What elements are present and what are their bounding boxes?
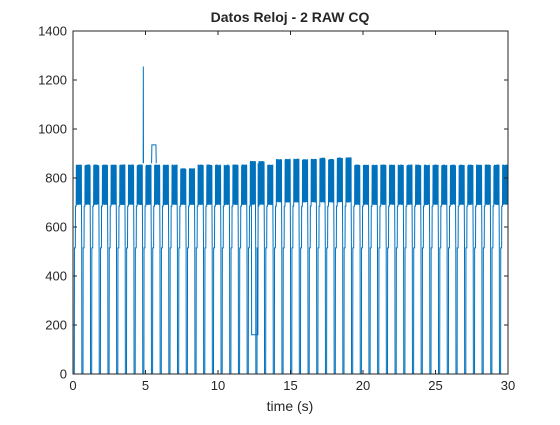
chart-title: Datos Reloj - 2 RAW CQ — [211, 9, 370, 25]
x-tick-label: 5 — [142, 378, 149, 393]
y-tick-label: 1400 — [38, 24, 67, 39]
series-line — [73, 66, 508, 374]
axes: 0 5 10 15 20 25 30 0 200 400 600 800 1000 1200 1400 — [38, 24, 515, 394]
x-tick-label: 25 — [428, 378, 442, 393]
x-tick-label: 0 — [69, 378, 76, 393]
y-tick-label: 200 — [45, 318, 67, 333]
y-tick-label: 600 — [45, 220, 67, 235]
x-tick-label: 20 — [356, 378, 370, 393]
y-tick-label: 1000 — [38, 122, 67, 137]
y-tick-label: 1200 — [38, 73, 67, 88]
x-tick-label: 30 — [501, 378, 515, 393]
y-tick-label: 400 — [45, 269, 67, 284]
y-tick-label: 0 — [60, 367, 67, 382]
y-tick-label: 800 — [45, 171, 67, 186]
x-tick-label: 15 — [283, 378, 297, 393]
plot-area — [73, 66, 508, 374]
x-tick-label: 10 — [211, 378, 225, 393]
x-axis-label: time (s) — [267, 398, 314, 414]
